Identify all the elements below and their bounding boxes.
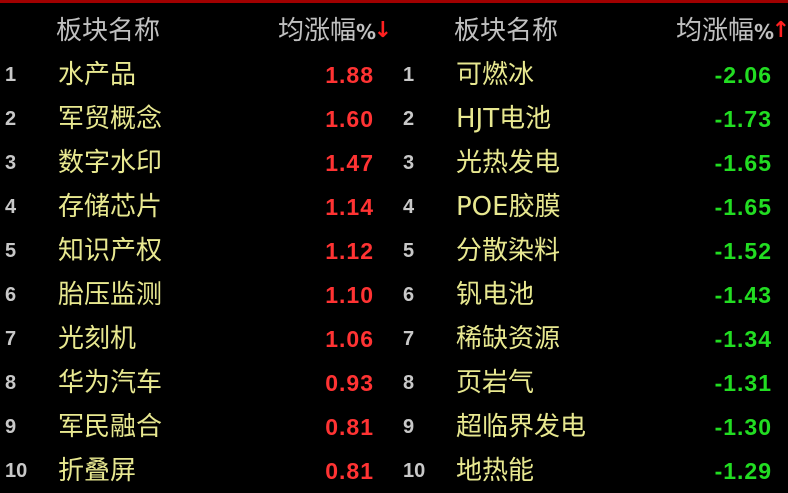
table-row[interactable]: 1 可燃冰 -2.06 bbox=[398, 53, 788, 97]
sector-name[interactable]: 页岩气 bbox=[456, 368, 535, 398]
rank: 6 bbox=[403, 284, 415, 306]
sector-name[interactable]: 存储芯片 bbox=[58, 192, 163, 222]
percent-label: % bbox=[753, 20, 774, 44]
rank: 7 bbox=[403, 328, 415, 350]
rank: 10 bbox=[403, 460, 426, 482]
rank: 9 bbox=[5, 416, 17, 438]
avg-change-value: 1.10 bbox=[325, 282, 374, 308]
sector-name[interactable]: 稀缺资源 bbox=[456, 324, 561, 354]
sector-name[interactable]: POE胶膜 bbox=[456, 192, 561, 222]
sector-name[interactable]: 军贸概念 bbox=[58, 104, 163, 134]
sector-name[interactable]: 光刻机 bbox=[58, 324, 137, 354]
avg-change-value: 1.12 bbox=[325, 238, 374, 264]
table-row[interactable]: 10 地热能 -1.29 bbox=[398, 449, 788, 493]
rank: 3 bbox=[5, 152, 17, 174]
table-row[interactable]: 9 军民融合 0.81 bbox=[0, 405, 394, 449]
sector-name[interactable]: 超临界发电 bbox=[456, 412, 587, 442]
rank: 10 bbox=[5, 460, 28, 482]
avg-change-label: 均涨幅 bbox=[277, 16, 356, 46]
sector-name[interactable]: 数字水印 bbox=[58, 148, 163, 178]
sector-name[interactable]: 华为汽车 bbox=[58, 368, 163, 398]
gainers-panel: 板块名称 均涨幅% ↓ 1 水产品 1.88 2 军贸概念 1.60 3 数字水印 1.47 4 存… bbox=[0, 3, 394, 490]
avg-change-value: -1.52 bbox=[714, 238, 772, 264]
rank: 2 bbox=[403, 108, 415, 130]
avg-change-value: -1.34 bbox=[714, 326, 772, 352]
table-row[interactable]: 2 HJT电池 -1.73 bbox=[398, 97, 788, 141]
sector-name[interactable]: 地热能 bbox=[456, 456, 535, 486]
sector-name[interactable]: 军民融合 bbox=[58, 412, 163, 442]
sector-name[interactable]: 胎压监测 bbox=[58, 280, 163, 310]
avg-change-value: -1.65 bbox=[714, 194, 772, 220]
sort-arrow: ↑ bbox=[771, 18, 788, 43]
sort-arrow: ↓ bbox=[373, 18, 392, 43]
avg-change-value: 0.81 bbox=[325, 414, 374, 440]
avg-change-value: 1.60 bbox=[325, 106, 374, 132]
table-row[interactable]: 4 POE胶膜 -1.65 bbox=[398, 185, 788, 229]
rank: 8 bbox=[403, 372, 415, 394]
avg-change-value: 1.47 bbox=[325, 150, 374, 176]
table-row[interactable]: 3 光热发电 -1.65 bbox=[398, 141, 788, 185]
sector-name[interactable]: 分散染料 bbox=[456, 236, 561, 266]
avg-change-value: 0.93 bbox=[325, 370, 374, 396]
arrow-down-icon[interactable]: ↓ bbox=[373, 13, 394, 49]
rank: 1 bbox=[5, 64, 17, 86]
rank: 8 bbox=[5, 372, 17, 394]
table-row[interactable]: 6 钒电池 -1.43 bbox=[398, 273, 788, 317]
avg-change-value: 1.06 bbox=[325, 326, 374, 352]
sector-name[interactable]: 知识产权 bbox=[58, 236, 163, 266]
avg-change-value: -1.30 bbox=[714, 414, 772, 440]
table-row[interactable]: 6 胎压监测 1.10 bbox=[0, 273, 394, 317]
losers-panel: 板块名称 均涨幅% ↑ 1 可燃冰 -2.06 2 HJT电池 -1.73 3 光热发电 -1.… bbox=[398, 3, 788, 490]
rank: 5 bbox=[5, 240, 17, 262]
table-row[interactable]: 8 华为汽车 0.93 bbox=[0, 361, 394, 405]
arrow-up-icon[interactable]: ↑ bbox=[771, 13, 788, 49]
rank: 2 bbox=[5, 108, 17, 130]
column-header-avg-change[interactable]: 均涨幅% bbox=[676, 13, 774, 49]
table-row[interactable]: 7 稀缺资源 -1.34 bbox=[398, 317, 788, 361]
table-row[interactable]: 7 光刻机 1.06 bbox=[0, 317, 394, 361]
sector-name[interactable]: 钒电池 bbox=[456, 280, 535, 310]
avg-change-value: -1.31 bbox=[714, 370, 772, 396]
avg-change-label: 均涨幅 bbox=[675, 16, 754, 46]
table-row[interactable]: 5 分散染料 -1.52 bbox=[398, 229, 788, 273]
table-row[interactable]: 9 超临界发电 -1.30 bbox=[398, 405, 788, 449]
rank: 6 bbox=[5, 284, 17, 306]
sector-name[interactable]: 水产品 bbox=[58, 60, 137, 90]
table-row[interactable]: 1 水产品 1.88 bbox=[0, 53, 394, 97]
avg-change-value: 1.88 bbox=[325, 62, 374, 88]
table-row[interactable]: 2 军贸概念 1.60 bbox=[0, 97, 394, 141]
sector-name[interactable]: 光热发电 bbox=[456, 148, 561, 178]
percent-label: % bbox=[355, 20, 376, 44]
avg-change-value: -1.29 bbox=[714, 458, 772, 484]
rank: 1 bbox=[403, 64, 415, 86]
sector-name[interactable]: 可燃冰 bbox=[456, 60, 535, 90]
avg-change-value: -1.65 bbox=[714, 150, 772, 176]
avg-change-value: -1.73 bbox=[714, 106, 772, 132]
column-header-avg-change[interactable]: 均涨幅% bbox=[278, 13, 376, 49]
table-row[interactable]: 8 页岩气 -1.31 bbox=[398, 361, 788, 405]
avg-change-value: 1.14 bbox=[325, 194, 374, 220]
sector-name[interactable]: 折叠屏 bbox=[58, 456, 137, 486]
rank: 5 bbox=[403, 240, 415, 262]
rank: 4 bbox=[403, 196, 415, 218]
table-row[interactable]: 5 知识产权 1.12 bbox=[0, 229, 394, 273]
avg-change-value: -1.43 bbox=[714, 282, 772, 308]
table-row[interactable]: 4 存储芯片 1.14 bbox=[0, 185, 394, 229]
top-border bbox=[0, 0, 788, 3]
avg-change-value: -2.06 bbox=[714, 62, 772, 88]
table-row[interactable]: 10 折叠屏 0.81 bbox=[0, 449, 394, 493]
column-header-sector-name[interactable]: 板块名称 bbox=[56, 16, 161, 46]
rank: 4 bbox=[5, 196, 17, 218]
avg-change-value: 0.81 bbox=[325, 458, 374, 484]
column-header-sector-name[interactable]: 板块名称 bbox=[454, 16, 559, 46]
rank: 3 bbox=[403, 152, 415, 174]
rank: 7 bbox=[5, 328, 17, 350]
table-row[interactable]: 3 数字水印 1.47 bbox=[0, 141, 394, 185]
rank: 9 bbox=[403, 416, 415, 438]
sector-name[interactable]: HJT电池 bbox=[456, 104, 552, 134]
